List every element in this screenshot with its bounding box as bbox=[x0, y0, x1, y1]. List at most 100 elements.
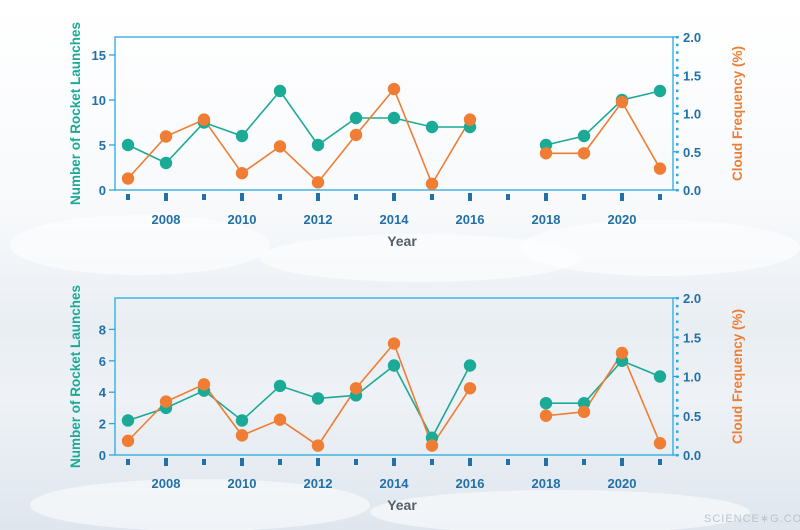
data-point-cloud-frequency bbox=[197, 378, 211, 391]
series-line-rocket-launches bbox=[127, 89, 470, 164]
x-tick bbox=[316, 193, 320, 201]
y2-minor-dot bbox=[676, 304, 679, 308]
series-line-cloud-frequency bbox=[127, 341, 471, 448]
y2-minor-dot bbox=[676, 158, 679, 161]
x-tick bbox=[430, 459, 434, 465]
y2-minor-dot bbox=[676, 189, 679, 192]
data-point-cloud-frequency bbox=[387, 82, 401, 96]
x-tick-label: 2012 bbox=[304, 476, 333, 491]
y2-minor-dot bbox=[676, 74, 679, 77]
x-tick-label: 2014 bbox=[380, 212, 410, 227]
y-tick-label: 15 bbox=[92, 48, 106, 63]
data-point-rocket-launches bbox=[577, 129, 591, 143]
y2-minor-dot bbox=[676, 399, 679, 402]
x-tick bbox=[620, 193, 624, 201]
data-point-cloud-frequency bbox=[159, 130, 173, 143]
x-tick-label: 2018 bbox=[532, 476, 561, 491]
x-tick bbox=[392, 193, 396, 201]
data-point-rocket-launches bbox=[653, 84, 667, 98]
data-point-rocket-launches bbox=[121, 138, 135, 152]
y-tick-label: 5 bbox=[99, 138, 106, 153]
data-point-rocket-launches bbox=[311, 138, 325, 152]
data-point-cloud-frequency bbox=[615, 346, 629, 360]
y2-minor-dot bbox=[676, 135, 679, 138]
y2-minor-dot bbox=[676, 375, 679, 378]
x-tick-label: 2020 bbox=[608, 212, 637, 227]
y2-tick-label: 1.5 bbox=[683, 68, 701, 83]
data-point-cloud-frequency bbox=[159, 395, 173, 408]
x-tick bbox=[506, 459, 510, 465]
data-point-cloud-frequency bbox=[463, 382, 477, 395]
x-axis-title: Year bbox=[387, 233, 417, 249]
y2-minor-dot bbox=[676, 351, 679, 355]
y2-axis-title: Cloud Frequency (%) bbox=[730, 46, 745, 181]
y-tick-label: 8 bbox=[99, 322, 106, 337]
y2-tick-label: 0.5 bbox=[683, 145, 701, 160]
y2-minor-dot bbox=[676, 81, 679, 85]
x-tick bbox=[620, 458, 624, 466]
y2-minor-dot bbox=[676, 143, 679, 146]
x-tick bbox=[430, 194, 434, 200]
y2-minor-dot bbox=[676, 438, 679, 441]
x-tick bbox=[164, 458, 168, 466]
x-tick-label: 2016 bbox=[456, 212, 485, 227]
y2-minor-dot bbox=[676, 173, 679, 177]
y-tick-label: 0 bbox=[99, 448, 106, 463]
x-tick bbox=[582, 194, 586, 200]
y2-tick-label: 0.5 bbox=[683, 409, 701, 424]
data-point-cloud-frequency bbox=[235, 166, 249, 180]
y2-minor-dot bbox=[676, 166, 679, 169]
data-point-cloud-frequency bbox=[425, 177, 439, 191]
y2-minor-dot bbox=[676, 367, 679, 371]
y2-minor-dot bbox=[676, 104, 679, 108]
data-point-rocket-launches bbox=[577, 396, 591, 410]
y2-minor-dot bbox=[676, 328, 679, 331]
series-line-cloud-frequency bbox=[127, 87, 471, 186]
data-point-cloud-frequency bbox=[311, 176, 325, 189]
data-point-rocket-launches bbox=[349, 111, 363, 125]
data-point-cloud-frequency bbox=[311, 439, 325, 452]
x-tick bbox=[278, 459, 282, 465]
y2-minor-dot bbox=[676, 150, 679, 154]
data-point-cloud-frequency bbox=[425, 439, 439, 452]
y2-minor-dot bbox=[676, 181, 679, 184]
y2-minor-dot bbox=[676, 359, 679, 363]
data-point-cloud-frequency bbox=[235, 429, 249, 442]
series-line-cloud-frequency bbox=[545, 351, 661, 444]
y2-minor-dot bbox=[676, 414, 679, 418]
data-point-rocket-launches bbox=[235, 129, 249, 143]
y2-tick-label: 1.0 bbox=[683, 107, 701, 122]
y2-minor-dot bbox=[676, 58, 679, 62]
chart-panel-2: 0 2 4 6 8 0.0 0.5 1.0 1.5 2.0 2008 2010 2012 2014 2016… bbox=[68, 285, 745, 513]
x-tick-label: 2020 bbox=[608, 476, 637, 491]
x-tick bbox=[468, 458, 472, 466]
data-point-cloud-frequency bbox=[349, 382, 363, 395]
watermark: SCIENCE∗G.COM bbox=[704, 513, 800, 525]
y2-minor-dot bbox=[676, 320, 679, 324]
y-tick-label: 4 bbox=[99, 385, 107, 400]
y2-minor-dot bbox=[676, 112, 679, 115]
y2-minor-dot bbox=[676, 336, 679, 339]
x-tick bbox=[126, 194, 130, 200]
y2-tick-label: 0.0 bbox=[683, 183, 701, 198]
y2-tick-label: 2.0 bbox=[683, 291, 701, 306]
data-point-rocket-launches bbox=[273, 379, 287, 393]
y2-minor-dot bbox=[676, 43, 679, 47]
data-point-cloud-frequency bbox=[653, 162, 667, 175]
series-line-rocket-launches bbox=[545, 90, 661, 146]
y2-minor-dot bbox=[676, 454, 679, 457]
x-tick-label: 2012 bbox=[304, 212, 333, 227]
x-tick-label: 2008 bbox=[152, 212, 181, 227]
x-tick-label: 2016 bbox=[456, 476, 485, 491]
x-tick bbox=[278, 194, 282, 200]
y-tick-label: 6 bbox=[99, 354, 106, 369]
y2-minor-dot bbox=[676, 344, 679, 347]
y2-minor-dot bbox=[676, 391, 679, 394]
data-point-cloud-frequency bbox=[539, 147, 553, 160]
x-axis-title: Year bbox=[387, 497, 417, 513]
x-tick bbox=[126, 459, 130, 465]
data-point-cloud-frequency bbox=[539, 409, 553, 422]
data-point-rocket-launches bbox=[311, 392, 325, 405]
y-axis-title: Number of Rocket Launches bbox=[68, 285, 83, 468]
x-tick bbox=[354, 194, 358, 200]
